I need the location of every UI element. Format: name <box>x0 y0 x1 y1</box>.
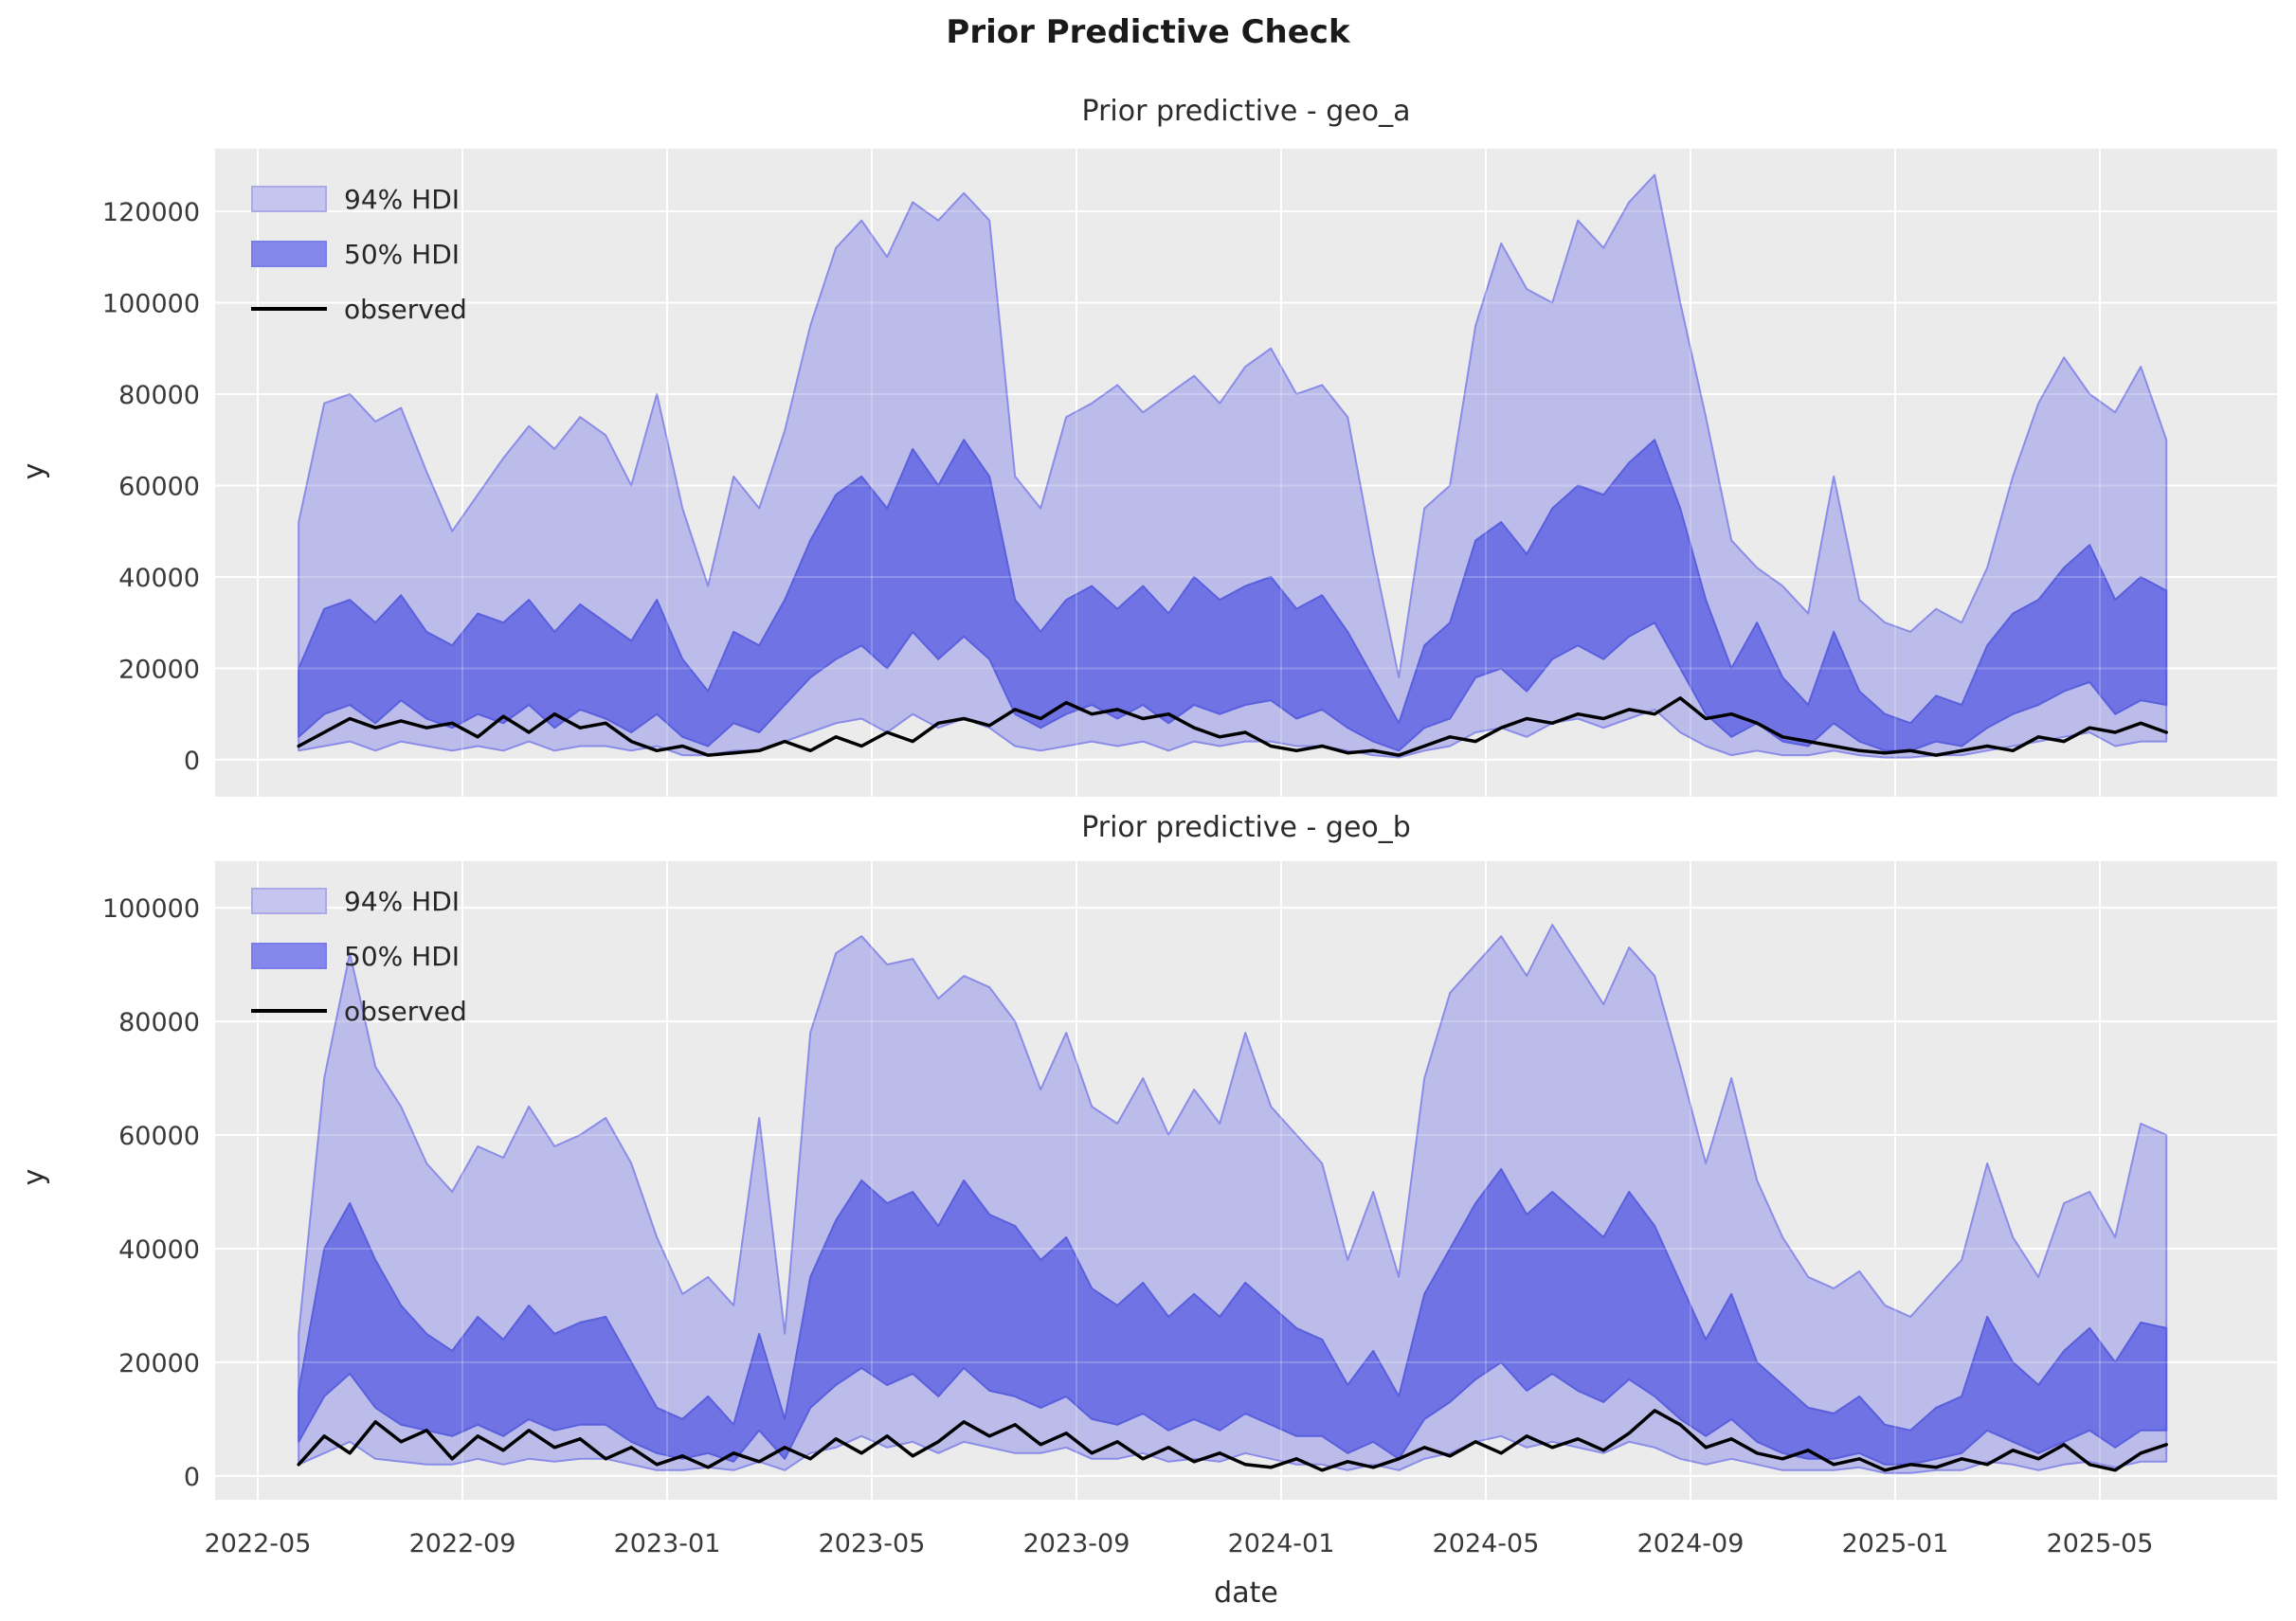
observed-series-geo_a <box>297 696 2168 757</box>
observed-series-geo_b <box>297 1409 2168 1472</box>
y-tick-label: 0 <box>184 1463 200 1492</box>
legend-item-50-hdi: 50% HDI <box>251 235 460 273</box>
y-tick-label: 120000 <box>102 198 200 227</box>
y-tick-label: 0 <box>184 747 200 776</box>
panel-title-geo-a: Prior predictive - geo_a <box>1081 95 1411 128</box>
y-tick-label: 60000 <box>118 1122 200 1151</box>
legend-label: 94% HDI <box>344 183 461 215</box>
x-tick-label: 2025-05 <box>2047 1529 2154 1558</box>
x-tick-label: 2022-09 <box>409 1529 516 1558</box>
y-axis-label-geo-b: y <box>17 1168 51 1186</box>
legend-item-observed: observed <box>251 992 467 1030</box>
legend-label: 94% HDI <box>344 885 461 917</box>
legend-item-observed: observed <box>251 290 467 328</box>
hdi50-band-geo_b <box>298 1168 2168 1466</box>
y-tick-label: 80000 <box>118 381 200 410</box>
x-tick-label: 2023-01 <box>614 1529 721 1558</box>
x-tick-label: 2022-05 <box>205 1529 312 1558</box>
x-axis-label: date <box>1214 1576 1278 1610</box>
panel-title-geo-b: Prior predictive - geo_b <box>1081 811 1411 844</box>
x-tick-label: 2024-09 <box>1637 1529 1745 1558</box>
hdi50-band-geo_a <box>298 439 2168 752</box>
x-tick-label: 2024-01 <box>1228 1529 1335 1558</box>
y-tick-label: 20000 <box>118 1349 200 1378</box>
observed-line-icon <box>251 1009 327 1013</box>
main-title: Prior Predictive Check <box>946 13 1350 51</box>
legend-label: 50% HDI <box>344 940 461 972</box>
y-tick-label: 60000 <box>118 473 200 502</box>
y-tick-label: 20000 <box>118 655 200 684</box>
y-tick-label: 80000 <box>118 1008 200 1037</box>
x-tick-label: 2023-09 <box>1023 1529 1130 1558</box>
y-tick-label: 40000 <box>118 564 200 593</box>
hdi50-swatch-icon <box>251 241 327 267</box>
x-tick-label: 2023-05 <box>819 1529 926 1558</box>
hdi94-swatch-icon <box>251 888 327 914</box>
y-tick-label: 40000 <box>118 1235 200 1265</box>
hdi94-swatch-icon <box>251 186 327 212</box>
legend-item-50-hdi: 50% HDI <box>251 937 460 975</box>
legend-label: 50% HDI <box>344 238 461 270</box>
y-tick-label: 100000 <box>102 894 200 924</box>
legend-label: observed <box>344 293 467 325</box>
x-tick-label: 2025-01 <box>1842 1529 1949 1558</box>
legend-item-94-hdi: 94% HDI <box>251 882 460 920</box>
observed-line-icon <box>251 307 327 311</box>
hdi50-swatch-icon <box>251 943 327 969</box>
legend-label: observed <box>344 995 467 1027</box>
legend-item-94-hdi: 94% HDI <box>251 180 460 218</box>
y-tick-label: 100000 <box>102 290 200 319</box>
x-tick-label: 2024-05 <box>1433 1529 1540 1558</box>
y-axis-label-geo-a: y <box>17 462 51 480</box>
